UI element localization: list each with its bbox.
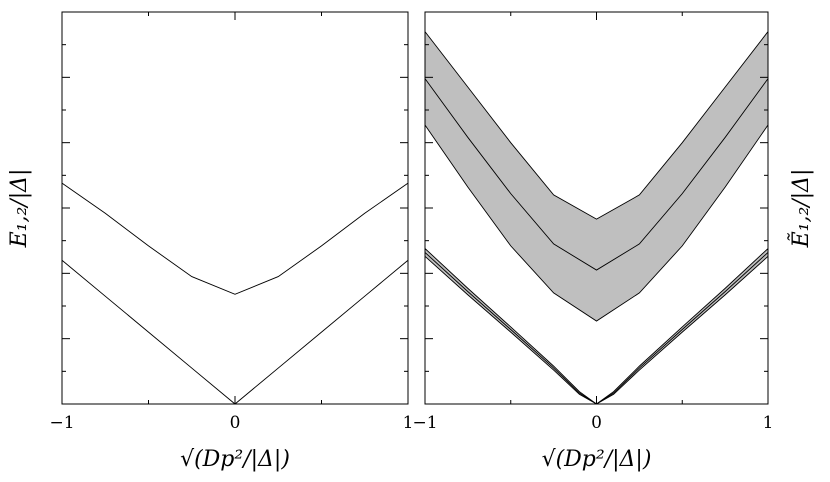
- panel-right-xtick-label-2: 1: [763, 413, 774, 433]
- panel-left-xtick-label-1: 0: [230, 413, 241, 433]
- panel-right-xtick-label-0: −1: [412, 413, 437, 433]
- panel-left-curve-1: [61, 259, 409, 405]
- panel-left-y-axis-label: E₁,₂/|Δ|: [7, 169, 32, 249]
- panel-right-curve-0: [424, 78, 769, 271]
- panel-left-xtick-label-2: 1: [403, 413, 414, 433]
- panel-right-band-0: [424, 30, 769, 322]
- panel-left-xtick-label-0: −1: [49, 413, 74, 433]
- panel-left-frame: [61, 11, 409, 405]
- panel-right-frame: [424, 11, 769, 405]
- panel-right-x-axis-label: √(Dp²/|Δ|): [542, 447, 652, 472]
- panel-left-x-axis-label: √(Dp²/|Δ|): [180, 447, 290, 472]
- panel-right-y-axis-label: Ẽ₁,₂/|Δ|: [786, 169, 814, 249]
- panel-left-curve-0: [61, 182, 409, 295]
- panel-right-xtick-label-1: 0: [591, 413, 602, 433]
